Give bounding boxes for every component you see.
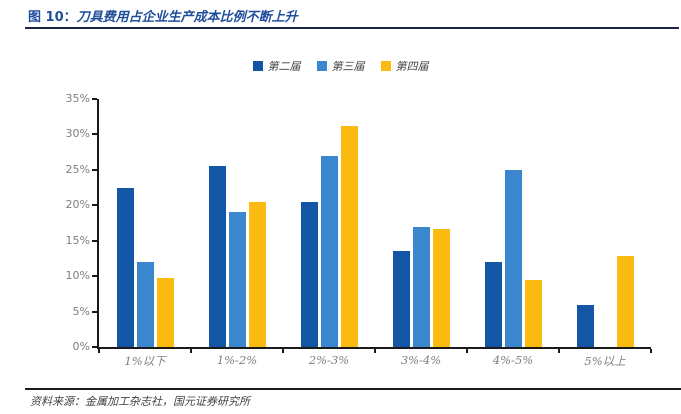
y-axis-tick-mark bbox=[92, 310, 97, 313]
bar-series-1-category-2 bbox=[208, 166, 226, 347]
y-axis-tick-mark bbox=[92, 204, 97, 207]
x-axis-label: 2%-3% bbox=[308, 353, 350, 367]
source-label: 资料来源： bbox=[30, 395, 85, 408]
bar-series-2-category-3 bbox=[320, 155, 338, 347]
legend-label: 第四届 bbox=[395, 60, 429, 73]
bar-series-1-category-4 bbox=[392, 250, 410, 347]
legend-item-series-1: 第二届 bbox=[252, 58, 301, 74]
legend-label: 第二届 bbox=[267, 60, 301, 73]
bar-series-2-category-2 bbox=[228, 212, 246, 347]
x-axis-tick-mark bbox=[190, 349, 192, 353]
header-divider bbox=[25, 27, 679, 29]
figure-title: 刀具费用占企业生产成本比例不断上升 bbox=[76, 10, 298, 25]
x-axis-label: 5%以上 bbox=[584, 354, 626, 368]
x-axis-tick-mark bbox=[466, 349, 468, 353]
legend-item-series-2: 第三届 bbox=[316, 58, 365, 74]
y-axis-tick-label: 0% bbox=[72, 340, 90, 353]
source-note: 资料来源：金属加工杂志社，国元证券研究所 bbox=[30, 393, 250, 409]
legend-item-series-3: 第四届 bbox=[380, 58, 429, 74]
legend-swatch bbox=[252, 61, 263, 71]
bar-series-3-category-6 bbox=[616, 256, 634, 347]
x-axis-tick-mark bbox=[558, 349, 560, 353]
bar-series-3-category-1 bbox=[156, 278, 174, 347]
bar-series-3-category-5 bbox=[524, 279, 542, 347]
y-axis-tick-mark bbox=[92, 346, 97, 348]
legend-swatch bbox=[316, 61, 327, 71]
y-axis-tick-label: 30% bbox=[65, 127, 90, 141]
x-axis-label: 1%以下 bbox=[124, 354, 166, 368]
bar-series-2-category-4 bbox=[412, 226, 430, 347]
y-axis-tick-mark bbox=[92, 98, 97, 100]
y-axis-tick-label: 35% bbox=[65, 92, 90, 105]
bar-series-2-category-1 bbox=[136, 261, 154, 347]
x-axis-tick-mark bbox=[282, 349, 284, 353]
x-axis-tick-mark bbox=[650, 349, 652, 353]
y-axis-tick-mark bbox=[92, 275, 97, 278]
bar-series-3-category-4 bbox=[432, 229, 450, 347]
legend-label: 第三届 bbox=[331, 60, 365, 73]
x-axis-label: 4%-5% bbox=[492, 353, 534, 367]
x-axis-tick-mark bbox=[98, 349, 100, 353]
bar-series-1-category-5 bbox=[484, 261, 502, 347]
x-axis-labels: 1%以下 1%-2% 2%-3% 3%-4% 4%-5% 5%以上 bbox=[99, 353, 651, 369]
y-axis-labels: 0% 5% 10% 15% 20% 25% 30% 35% bbox=[0, 92, 90, 353]
y-axis-tick-mark bbox=[92, 168, 97, 171]
y-axis-tick-label: 20% bbox=[65, 198, 90, 212]
plot-area bbox=[92, 98, 652, 353]
footer-divider bbox=[25, 388, 681, 390]
y-axis-tick-label: 5% bbox=[72, 304, 90, 318]
y-axis-tick-mark bbox=[92, 133, 97, 136]
bar-series-1-category-6 bbox=[576, 304, 594, 347]
x-axis-label: 1%-2% bbox=[216, 353, 258, 367]
bar-series-1-category-1 bbox=[116, 187, 134, 347]
bar-series-2-category-5 bbox=[504, 169, 522, 347]
y-axis-tick-mark bbox=[92, 239, 97, 242]
bar-series-3-category-3 bbox=[340, 125, 358, 347]
y-axis-tick-label: 10% bbox=[65, 269, 90, 283]
x-axis-tick-mark bbox=[374, 349, 376, 353]
bar-series-3-category-2 bbox=[248, 201, 266, 347]
figure-label: 图 10： bbox=[28, 10, 77, 25]
legend-swatch bbox=[380, 61, 391, 71]
source-text: 金属加工杂志社，国元证券研究所 bbox=[85, 395, 250, 408]
x-axis-label: 3%-4% bbox=[400, 353, 442, 367]
figure-header: 图 10：刀具费用占企业生产成本比例不断上升 bbox=[28, 6, 298, 25]
bar-series-1-category-3 bbox=[300, 201, 318, 347]
y-axis-tick-label: 15% bbox=[65, 233, 90, 247]
chart-legend: 第二届 第三届 第四届 bbox=[0, 58, 681, 74]
y-axis-tick-label: 25% bbox=[65, 162, 90, 176]
